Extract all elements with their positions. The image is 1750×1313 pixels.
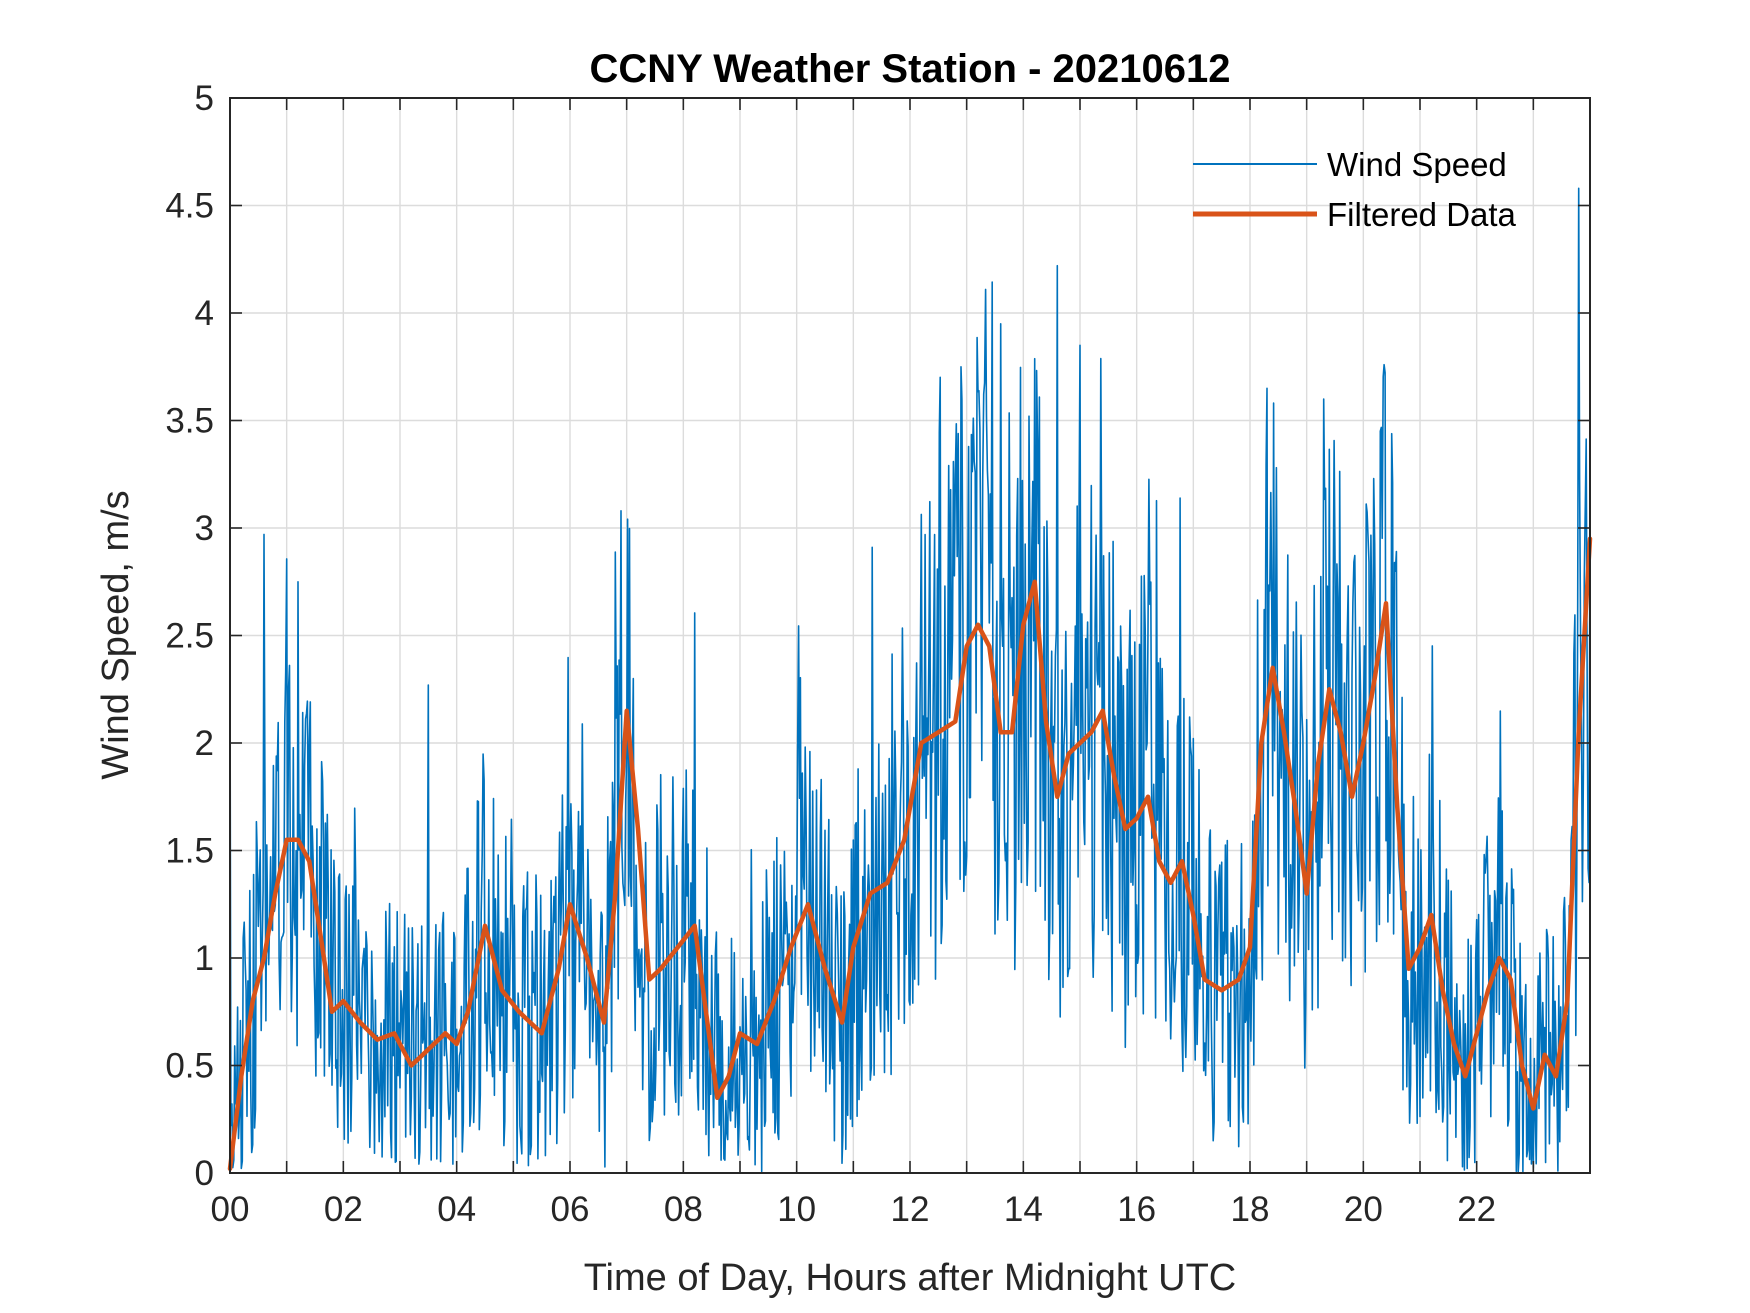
series-line-filtered-data (227, 536, 1593, 1171)
series-layer (227, 187, 1593, 1173)
x-tick-label: 08 (664, 1190, 703, 1229)
y-tick-label: 2 (195, 724, 214, 763)
y-tick-label: 5 (195, 79, 214, 118)
x-tick-label: 10 (777, 1190, 816, 1229)
x-tick-label: 14 (1004, 1190, 1043, 1229)
axes: 00 02 04 06 08 10 12 14 16 18 20 22 0 0.5 1 1.5 2 2.5 3 3.5… (165, 79, 1591, 1229)
x-tick-label: 20 (1344, 1190, 1383, 1229)
x-tick-label: 02 (324, 1190, 363, 1229)
y-tick-label: 1.5 (165, 832, 214, 871)
y-tick-label: 3 (195, 509, 214, 548)
chart-title: CCNY Weather Station - 20210612 (590, 47, 1231, 91)
y-tick-label: 2.5 (165, 617, 214, 656)
x-tick-label: 22 (1457, 1190, 1496, 1229)
x-tick-label: 16 (1117, 1190, 1156, 1229)
y-axis-label: Wind Speed, m/s (95, 490, 137, 779)
x-tick-label: 06 (551, 1190, 590, 1229)
y-tick-label: 1 (195, 939, 214, 978)
x-tick-label: 12 (891, 1190, 930, 1229)
x-tick-label: 18 (1231, 1190, 1270, 1229)
legend-label-filtered-data: Filtered Data (1327, 196, 1517, 233)
y-tick-label: 0.5 (165, 1047, 214, 1086)
x-tick-label: 04 (437, 1190, 476, 1229)
y-tick-label: 3.5 (165, 402, 214, 441)
x-axis-label: Time of Day, Hours after Midnight UTC (584, 1257, 1237, 1299)
legend-label-wind-speed: Wind Speed (1327, 146, 1507, 183)
y-tick-label: 0 (195, 1154, 214, 1193)
legend: Wind Speed Filtered Data (1193, 146, 1517, 233)
y-tick-label: 4 (195, 294, 214, 333)
series-line-wind-speed (229, 187, 1591, 1173)
x-tick-label: 00 (211, 1190, 250, 1229)
y-tick-label: 4.5 (165, 187, 214, 226)
